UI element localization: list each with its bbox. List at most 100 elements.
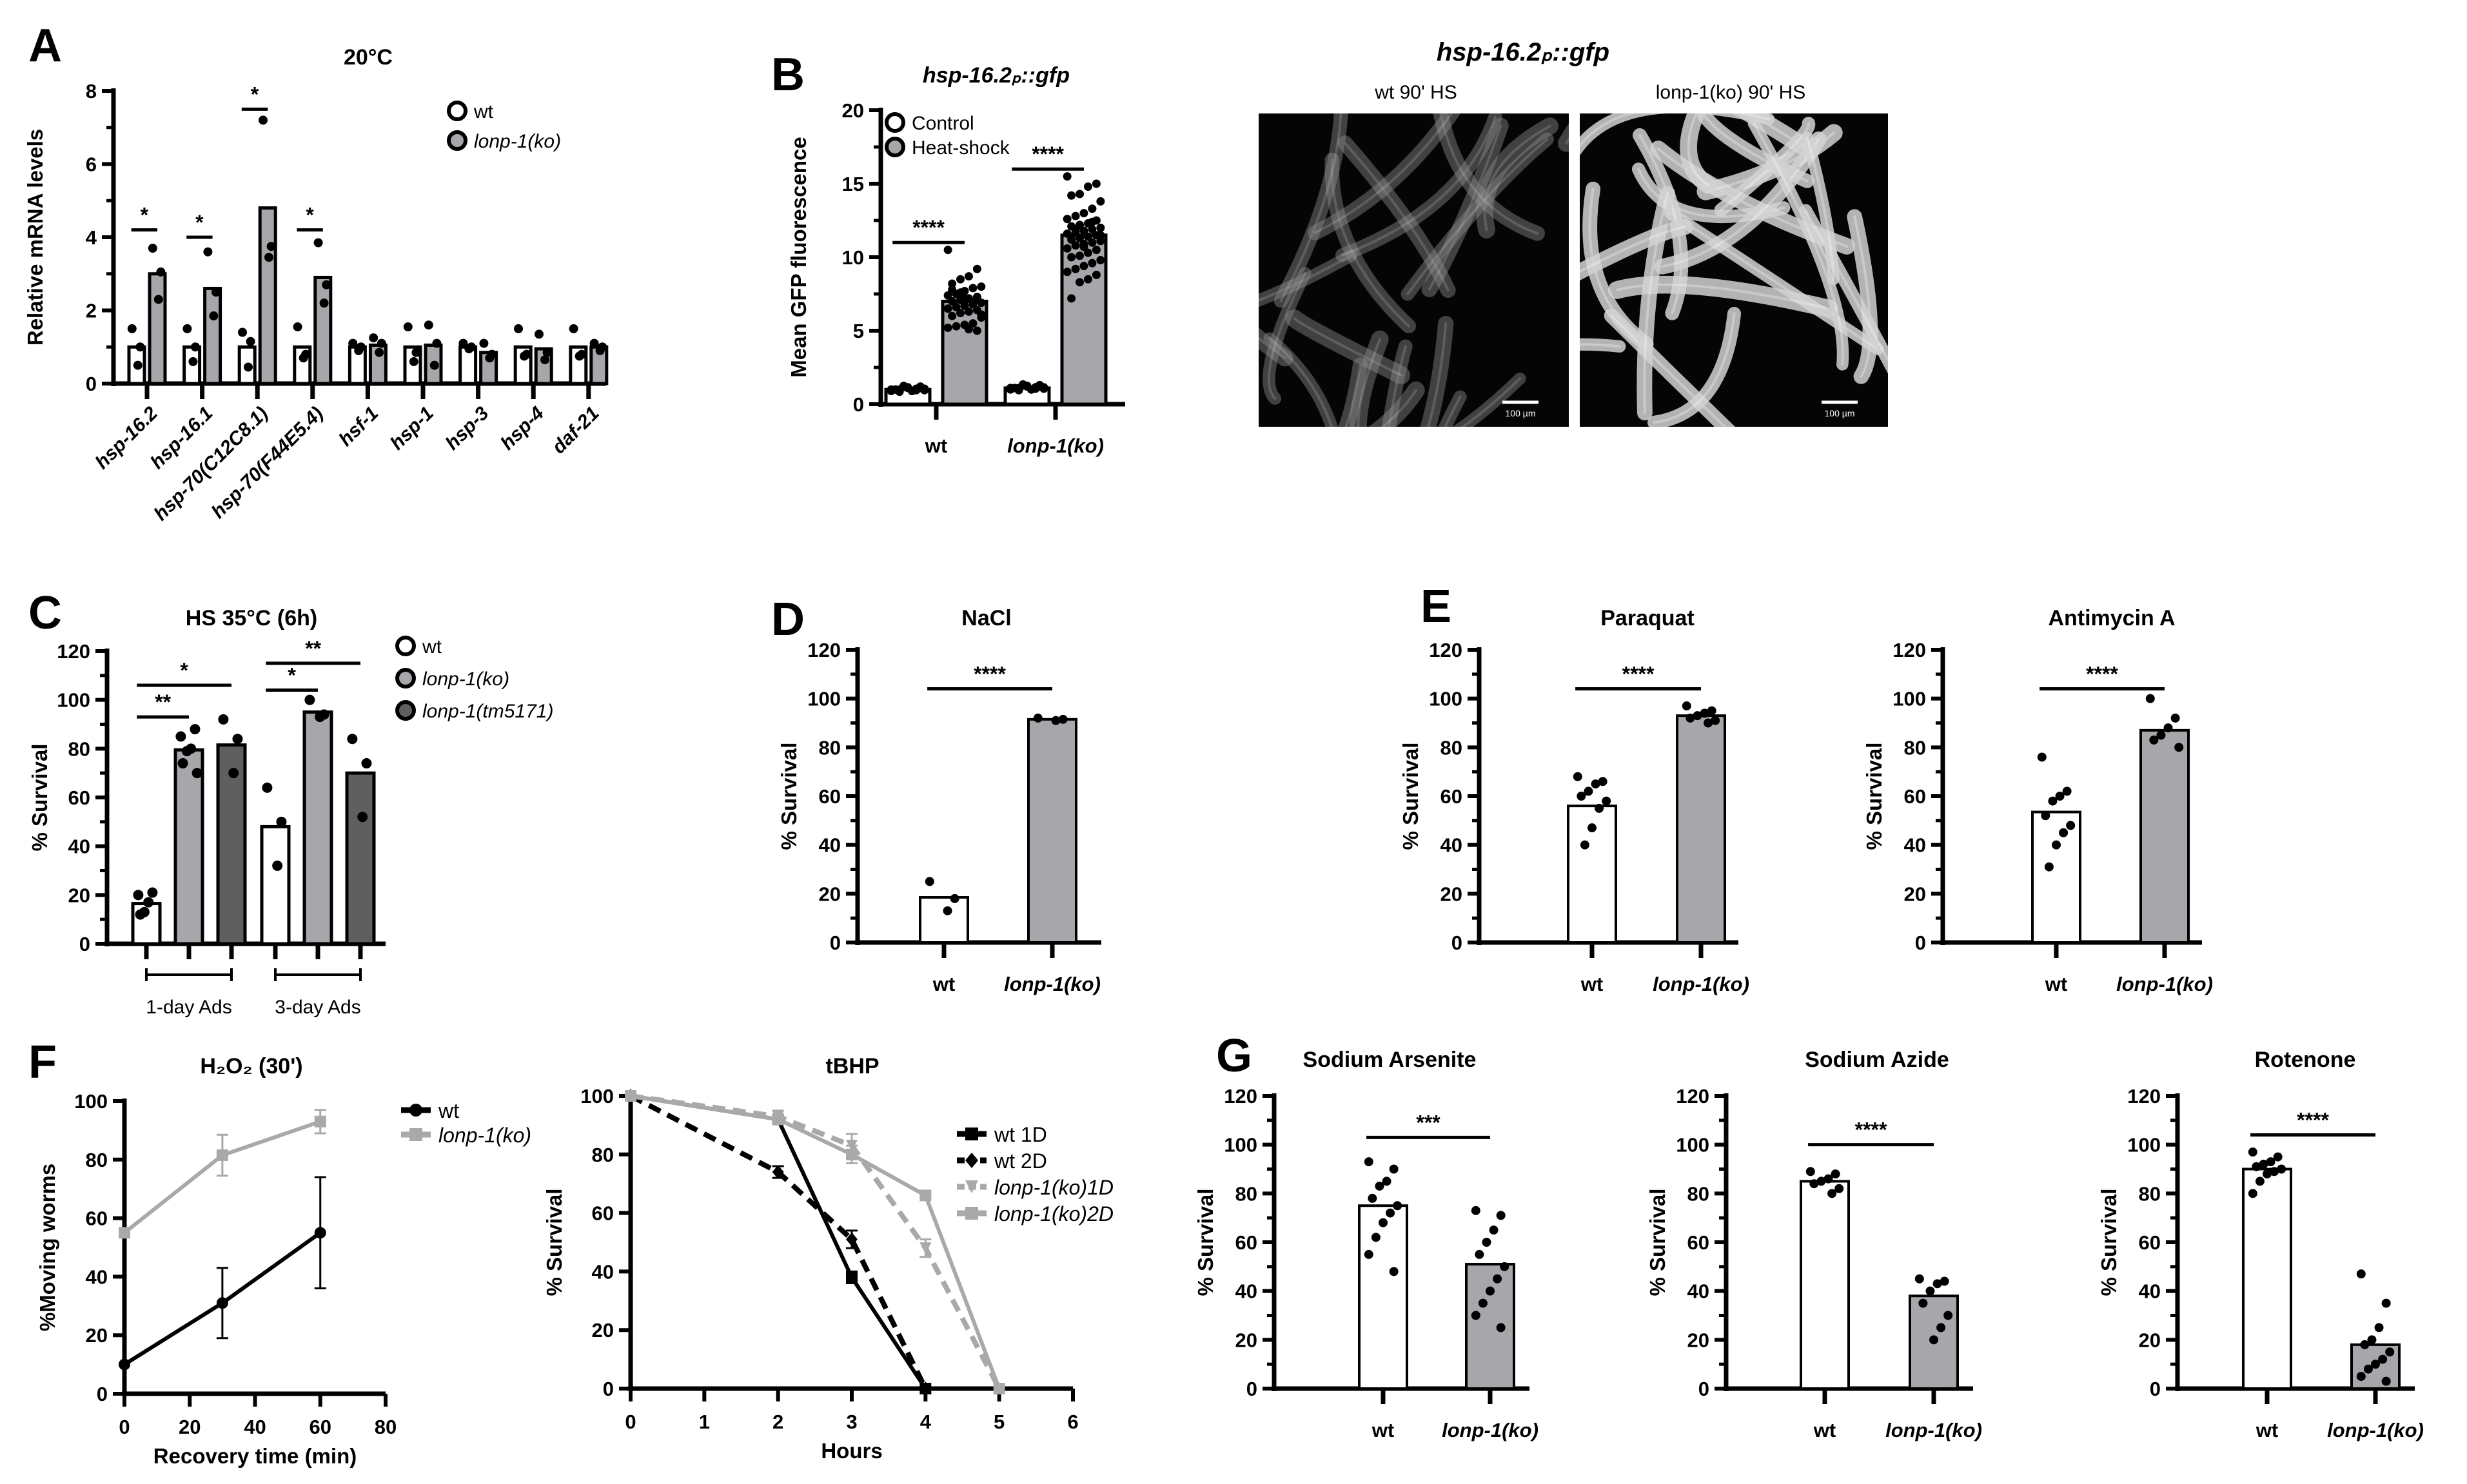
worm-highlight	[1267, 271, 1306, 400]
worm	[1349, 330, 1389, 427]
y-tick-label: 40	[86, 1265, 108, 1288]
x-tick-label: lonp-1(ko)	[1004, 973, 1101, 995]
y-tick-label: 40	[1687, 1280, 1709, 1303]
data-point	[2059, 828, 2069, 837]
data-point	[1071, 241, 1080, 250]
x-tick-label: 20	[179, 1416, 201, 1438]
data-point	[1471, 1206, 1480, 1215]
chart-title: Sodium Arsenite	[1303, 1048, 1477, 1072]
data-point	[925, 877, 934, 886]
data-point	[403, 322, 413, 332]
data-point	[148, 244, 157, 253]
worm-highlight	[1381, 389, 1418, 427]
data-point	[1700, 708, 1709, 718]
y-tick-label: 20	[592, 1319, 614, 1342]
bar-wt	[260, 825, 291, 946]
data-point	[2037, 752, 2047, 762]
y-tick-label: 0	[1246, 1378, 1257, 1400]
worm	[1747, 117, 1849, 371]
worm-highlight	[1293, 317, 1403, 377]
data-point	[1809, 1179, 1819, 1189]
marker	[216, 1297, 228, 1309]
legend-marker	[395, 668, 416, 688]
y-tick-label: 0	[1451, 932, 1462, 954]
legend-label: lonp-1(ko)	[438, 1124, 531, 1147]
data-point	[2385, 1347, 2395, 1357]
data-point	[1076, 278, 1085, 287]
worm-highlight	[1753, 122, 1844, 366]
data-point	[218, 714, 229, 725]
marker	[965, 1180, 978, 1193]
y-tick-label: 0	[2150, 1378, 2161, 1400]
y-tick-label: 2	[86, 300, 97, 322]
data-point	[960, 301, 969, 310]
y-tick-label: 60	[1687, 1231, 1709, 1254]
worm	[1308, 113, 1461, 240]
worm-highlight	[1406, 137, 1549, 296]
y-tick-label: 120	[57, 640, 90, 663]
bar-wt	[2242, 1167, 2292, 1390]
data-point	[1071, 211, 1080, 220]
data-point	[259, 115, 268, 125]
marker	[919, 1189, 932, 1202]
data-point	[1088, 217, 1097, 226]
data-point	[1076, 233, 1085, 242]
worm-highlight	[1343, 141, 1450, 292]
data-point	[276, 816, 287, 827]
worm	[1273, 113, 1348, 308]
data-point	[190, 724, 201, 735]
data-point	[209, 311, 219, 321]
data-point	[464, 344, 474, 354]
worm-highlight	[1313, 113, 1453, 235]
worm-highlight	[1388, 345, 1407, 427]
worm	[1607, 275, 1838, 318]
data-point	[514, 324, 523, 333]
legend-label: lonp-1(ko)1D	[994, 1176, 1114, 1199]
x-tick-label: 6	[1067, 1411, 1078, 1433]
significance-label: ****	[974, 663, 1006, 686]
worm-highlight	[1804, 209, 1888, 363]
data-point	[956, 309, 965, 318]
data-point	[485, 353, 495, 363]
data-point	[977, 310, 986, 319]
y-tick-label: 80	[68, 737, 90, 760]
data-point	[2052, 840, 2061, 850]
marker	[919, 1381, 932, 1396]
data-point	[377, 338, 386, 348]
data-point	[153, 295, 163, 304]
data-point	[1063, 229, 1072, 239]
worm	[1420, 315, 1454, 427]
data-point	[2367, 1335, 2377, 1345]
y-axis-label: % Survival	[2097, 1189, 2121, 1296]
data-point	[375, 347, 384, 357]
legend-label: wt 1D	[994, 1123, 1047, 1146]
chart-c: 0 20 40 60 80 100 120 % Survival HS 35°C (6h) 1-d…	[28, 606, 553, 1018]
worm	[1401, 132, 1554, 301]
chart-title: Antimycin A	[2048, 606, 2175, 630]
data-point	[960, 294, 969, 303]
data-point	[972, 326, 981, 335]
y-tick-label: 80	[1904, 736, 1926, 759]
data-point	[135, 342, 145, 352]
panel-letter-f: F	[28, 1037, 57, 1088]
y-tick-label: 60	[1235, 1231, 1257, 1254]
y-tick-label: 60	[819, 785, 841, 808]
image-title: hsp-16.2ₚ::gfp	[1437, 38, 1609, 66]
data-point	[1496, 1323, 1506, 1333]
data-point	[916, 382, 925, 391]
worm-highlight	[1580, 343, 1621, 348]
data-point	[2381, 1298, 2391, 1308]
data-point	[1096, 237, 1105, 246]
data-point	[952, 322, 961, 331]
data-point	[1067, 294, 1076, 303]
x-tick-label: wt	[2045, 973, 2067, 995]
data-point	[262, 782, 273, 793]
data-point	[1598, 777, 1607, 786]
worm-highlight	[1428, 124, 1502, 291]
data-point	[238, 327, 247, 337]
data-point	[2170, 713, 2180, 723]
significance-label: ****	[2086, 663, 2118, 686]
data-point	[1063, 215, 1072, 224]
worm-highlight	[1444, 395, 1462, 427]
